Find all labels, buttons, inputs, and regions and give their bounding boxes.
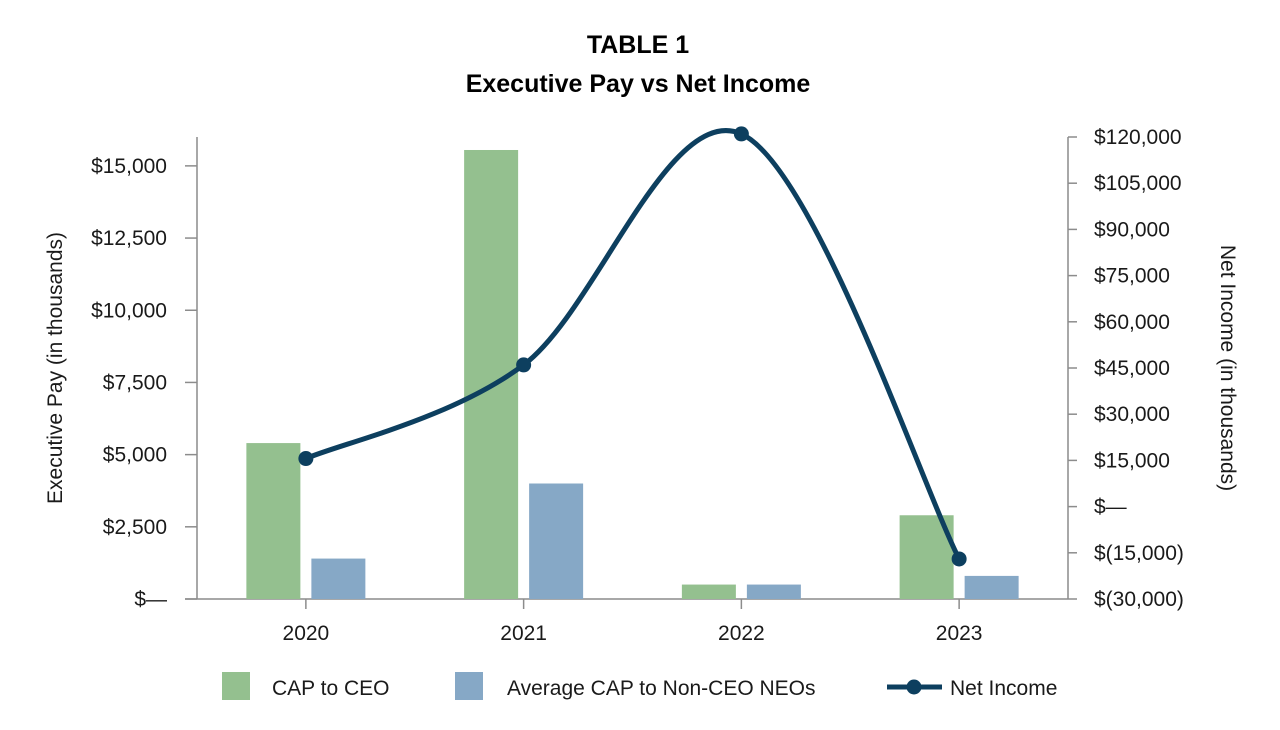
bar-average-cap-to-non-ceo-neos-2023: [964, 575, 1019, 599]
right-axis-tick-label: $120,000: [1094, 126, 1182, 149]
x-axis-tick-label: 2023: [936, 622, 983, 645]
left-axis-tick-label: $2,500: [103, 516, 167, 539]
net-income-line: [303, 128, 962, 562]
right-axis-tick-label: $60,000: [1094, 311, 1170, 334]
right-axis-title: Net Income (in thousands): [1216, 245, 1239, 491]
right-axis-tick-label: $90,000: [1094, 218, 1170, 241]
net-income-point-2020: [298, 451, 314, 467]
net-income-point-2021: [516, 357, 532, 373]
bar-average-cap-to-non-ceo-neos-2021: [529, 483, 584, 599]
chart-title: TABLE 1: [587, 31, 689, 59]
net-income-point-2022: [733, 126, 749, 142]
x-axis-tick-label: 2021: [500, 622, 547, 645]
left-axis-tick-label: $7,500: [103, 371, 167, 394]
legend-label-cap-to-ceo: CAP to CEO: [272, 677, 390, 700]
x-axis-tick-label: 2020: [283, 622, 330, 645]
net-income-point-2023: [951, 551, 967, 567]
chart-subtitle: Executive Pay vs Net Income: [466, 70, 811, 98]
right-axis-tick-label: $45,000: [1094, 357, 1170, 380]
legend: CAP to CEO Average CAP to Non-CEO NEOs Net…: [222, 672, 1057, 700]
plot-area: $— $2,500 $5,000 $7,500 $10,000 $12,500 $15,00…: [91, 126, 1184, 645]
left-axis-tick-label: $15,000: [91, 155, 167, 178]
right-axis-tick-label: $105,000: [1094, 172, 1182, 195]
bar-cap-to-ceo-2020: [246, 443, 301, 599]
bar-cap-to-ceo-2022: [681, 584, 736, 599]
right-axis-tick-label: $(30,000): [1094, 588, 1184, 611]
left-axis-title: Executive Pay (in thousands): [44, 232, 67, 504]
left-axis-tick-label: $—: [134, 588, 167, 611]
right-axis-tick-label: $15,000: [1094, 449, 1170, 472]
left-axis-tick-label: $5,000: [103, 444, 167, 467]
x-axis-tick-label: 2022: [718, 622, 765, 645]
right-axis-tick-label: $(15,000): [1094, 542, 1184, 565]
legend-label-net-income: Net Income: [950, 677, 1057, 700]
legend-label-average-cap-to-non-ceo-neos: Average CAP to Non-CEO NEOs: [507, 677, 816, 700]
bar-average-cap-to-non-ceo-neos-2020: [311, 558, 366, 599]
left-axis-tick-label: $10,000: [91, 299, 167, 322]
legend-marker-net-income: [906, 679, 922, 695]
right-axis-tick-label: $—: [1094, 496, 1127, 519]
left-axis-tick-label: $12,500: [91, 227, 167, 250]
right-axis-tick-label: $30,000: [1094, 403, 1170, 426]
legend-swatch-cap-to-ceo: [222, 672, 250, 700]
right-axis-tick-label: $75,000: [1094, 265, 1170, 288]
bar-average-cap-to-non-ceo-neos-2022: [746, 584, 801, 599]
legend-swatch-average-cap-to-non-ceo-neos: [455, 672, 483, 700]
